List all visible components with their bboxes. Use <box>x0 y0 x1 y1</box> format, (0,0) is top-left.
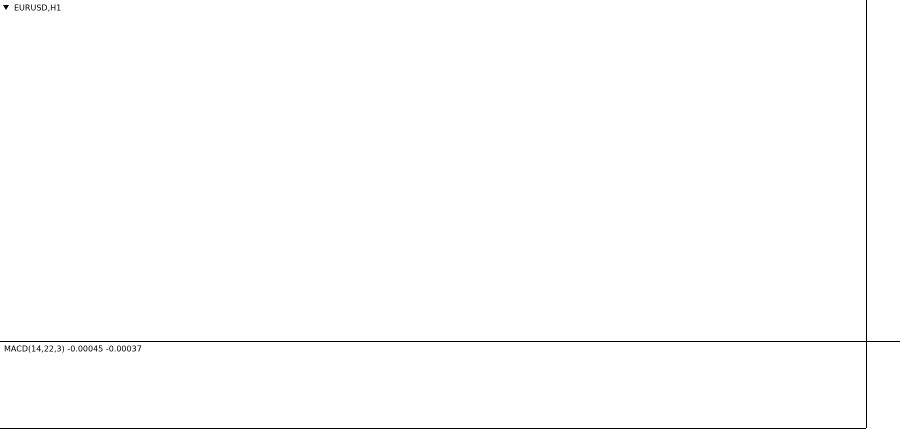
indicator-title: MACD(14,22,3) -0.00045 -0.00037 <box>4 345 142 354</box>
chart-title: EURUSD,H1 <box>14 4 61 13</box>
title-icon <box>3 5 9 10</box>
